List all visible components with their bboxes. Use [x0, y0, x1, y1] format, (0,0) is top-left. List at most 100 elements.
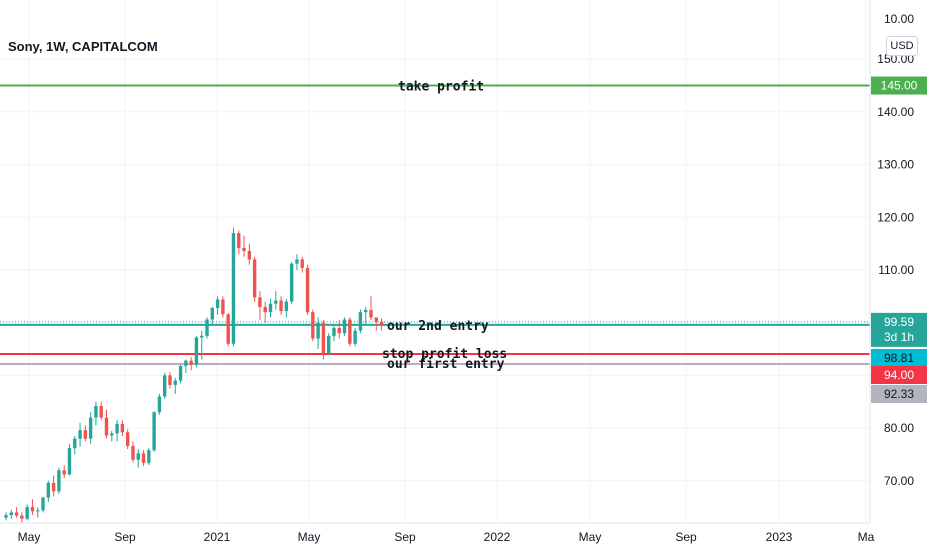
candle-body — [379, 321, 384, 325]
candle-body — [147, 450, 151, 463]
y-tick-label: 70.00 — [884, 474, 914, 488]
candle-body — [326, 335, 331, 354]
candle-body — [30, 507, 35, 512]
candle-body — [353, 330, 357, 344]
y-tick-label: 110.00 — [878, 263, 914, 277]
candle-body — [342, 319, 347, 334]
grid — [0, 0, 870, 523]
candle-body — [321, 322, 326, 354]
candle-body — [152, 412, 156, 451]
candle-body — [215, 299, 220, 308]
x-tick-label: May — [18, 530, 41, 544]
candle-body — [263, 306, 267, 313]
take-profit-label: take profit — [398, 80, 484, 95]
candle-body — [168, 375, 172, 385]
secondary-price-tag — [871, 349, 927, 367]
candle-body — [83, 430, 88, 439]
chart-title: Sony, 1W, CAPITALCOM — [8, 39, 158, 54]
second-entry-label: our 2nd entry — [387, 319, 489, 334]
candle-body — [247, 251, 252, 260]
x-tick-label: 2021 — [204, 530, 231, 544]
first-entry-label: our first entry — [387, 357, 505, 372]
candle-body — [163, 375, 167, 397]
candle-body — [178, 365, 183, 381]
x-tick-label: May — [579, 530, 602, 544]
candle-body — [51, 482, 56, 492]
first-entry-tag-text: 92.33 — [884, 387, 914, 401]
candle-body — [332, 327, 336, 336]
secondary-price-tag-text: 98.81 — [884, 351, 914, 365]
candle-body — [316, 322, 320, 339]
candle-body — [94, 405, 98, 418]
candle-body — [110, 433, 114, 436]
candle-body — [300, 259, 304, 268]
y-tick-label-top: 10.00 — [884, 12, 914, 26]
candle-body — [131, 446, 135, 460]
take-profit-tag — [871, 76, 927, 95]
candle-body — [41, 497, 45, 511]
candle-body — [20, 515, 24, 519]
x-tick-label: Sep — [675, 530, 697, 544]
stop-loss-label: stop profit loss — [382, 347, 507, 362]
candle-body — [14, 512, 19, 516]
candle-body — [369, 310, 373, 318]
candle-body — [268, 303, 273, 313]
candle-body — [205, 319, 209, 336]
stop-loss-tag-text: 94.00 — [884, 368, 914, 382]
y-tick-label: 80.00 — [884, 421, 914, 435]
candle-body — [279, 300, 283, 312]
x-tick-label: Sep — [394, 530, 416, 544]
x-tick-label: Sep — [114, 530, 136, 544]
stop-loss-tag — [871, 366, 927, 384]
candle-body — [36, 510, 40, 512]
x-tick-label: May — [298, 530, 321, 544]
candle-body — [295, 259, 299, 264]
candle-body — [337, 327, 341, 334]
candle-body — [136, 453, 140, 460]
candle-body — [57, 470, 61, 492]
candle-body — [289, 263, 294, 302]
y-tick-label: 140.00 — [877, 105, 914, 119]
time-axis[interactable]: May Sep 2021 May Sep 2022 May Sep 2023 Ma — [0, 522, 875, 544]
price-axis[interactable]: 70.0080.0090.00100.00110.00120.00130.001… — [869, 0, 932, 550]
candle-body — [210, 307, 215, 320]
candle-body — [184, 360, 188, 366]
candle-body — [242, 247, 246, 252]
candle-body — [221, 299, 225, 315]
candle-body — [88, 417, 93, 439]
candles — [4, 227, 384, 523]
candle-body — [99, 405, 103, 418]
candle-body — [305, 267, 310, 313]
candle-body — [274, 300, 278, 304]
candle-body — [348, 319, 352, 344]
candle-body — [311, 312, 315, 339]
candle-body — [189, 360, 193, 365]
candle-body — [78, 430, 82, 439]
level-lines — [0, 84, 870, 365]
last-price-tag — [871, 312, 927, 347]
candle-body — [120, 423, 125, 433]
candle-body — [73, 438, 77, 449]
candle-body — [157, 396, 162, 413]
y-tick-label: 130.00 — [877, 158, 914, 172]
candle-body — [4, 515, 8, 518]
candle-body — [46, 482, 51, 498]
candle-body — [258, 297, 262, 307]
currency-button[interactable]: USD — [886, 36, 918, 56]
candle-body — [252, 259, 257, 298]
candle-body — [226, 314, 230, 344]
candle-body — [104, 417, 109, 436]
candle-body — [194, 337, 199, 365]
candle-body — [25, 507, 29, 519]
candle-body — [237, 233, 241, 248]
candle-body — [9, 512, 13, 516]
candle-body — [200, 335, 204, 338]
annotations: take profit our 2nd entry stop profit loss… — [382, 80, 507, 372]
candle-body — [173, 380, 177, 385]
x-tick-label: 2023 — [766, 530, 793, 544]
candle-body — [284, 301, 289, 312]
candle-body — [231, 233, 236, 344]
candle-body — [62, 470, 66, 475]
candle-body — [358, 312, 363, 331]
